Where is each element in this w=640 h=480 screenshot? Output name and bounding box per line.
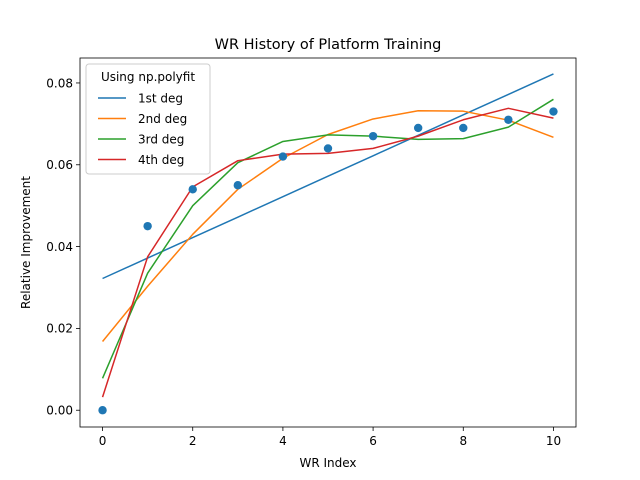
series-line-1 xyxy=(102,73,554,280)
data-point xyxy=(504,115,513,124)
data-point xyxy=(459,123,468,133)
data-point xyxy=(143,221,152,231)
y-axis: 0.00 0.02 0.04 0.06 0.08 xyxy=(46,76,80,418)
data-point xyxy=(323,144,333,153)
legend-label-2: 2nd deg xyxy=(138,112,187,126)
legend-label-1: 1st deg xyxy=(138,91,183,105)
data-point xyxy=(233,181,243,190)
data-point xyxy=(368,131,378,141)
x-tick-label: 4 xyxy=(279,434,287,448)
y-tick-label: 0.00 xyxy=(46,404,73,418)
legend-items: 1st deg 2nd deg 3rd deg 4th deg xyxy=(98,91,187,167)
x-axis-label: WR Index xyxy=(299,456,356,470)
y-tick-label: 0.02 xyxy=(46,322,73,336)
data-point xyxy=(188,185,197,194)
data-point xyxy=(98,406,107,415)
y-tick-label: 0.08 xyxy=(46,76,73,90)
y-tick-label: 0.04 xyxy=(46,240,73,254)
data-point xyxy=(413,123,423,133)
legend-title: Using np.polyfit xyxy=(101,70,195,84)
legend-label-4: 4th deg xyxy=(138,153,184,167)
series-line-3 xyxy=(101,98,554,379)
x-tick-label: 2 xyxy=(189,434,197,448)
y-axis-label: Relative Improvement xyxy=(19,176,33,309)
series-line-4 xyxy=(101,107,554,398)
data-point xyxy=(278,152,288,161)
x-tick-label: 6 xyxy=(369,434,377,448)
x-tick-label: 10 xyxy=(546,434,561,448)
x-tick-label: 8 xyxy=(459,434,467,448)
axes-frame xyxy=(79,57,577,428)
y-tick-label: 0.06 xyxy=(46,158,73,172)
data-point xyxy=(549,107,558,116)
legend: Using np.polyfit 1st deg 2nd deg 3rd deg 4t… xyxy=(85,63,211,175)
x-axis: 0 2 4 6 8 10 xyxy=(99,427,561,448)
legend-label-3: 3rd deg xyxy=(138,132,184,146)
x-tick-label: 0 xyxy=(99,434,107,448)
legend-box xyxy=(85,63,211,175)
chart-title: WR History of Platform Training xyxy=(215,37,442,53)
plot-area xyxy=(98,73,558,415)
